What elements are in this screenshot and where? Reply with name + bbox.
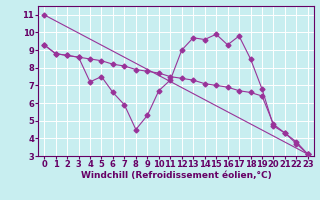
X-axis label: Windchill (Refroidissement éolien,°C): Windchill (Refroidissement éolien,°C) xyxy=(81,171,271,180)
